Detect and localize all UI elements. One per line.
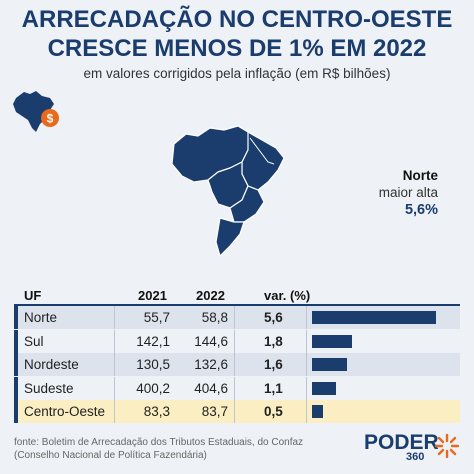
table-row: Centro-Oeste 83,3 83,7 0,5	[14, 400, 460, 423]
cell-uf: Nordeste	[24, 357, 79, 372]
cell-var: 1,1	[264, 380, 283, 396]
cell-var: 1,6	[264, 357, 283, 372]
title-line-2: CRESCE MENOS DE 1% EM 2022	[47, 35, 427, 62]
column-divider	[234, 376, 235, 400]
header-uf: UF	[24, 288, 42, 303]
header-var: var. (%)	[264, 288, 311, 303]
cell-2021: 400,2	[136, 380, 170, 396]
footnote-line-2: (Conselho Nacional de Política Fazendári…	[14, 450, 207, 461]
brazil-regions-map	[171, 125, 285, 257]
cell-uf: Centro-Oeste	[24, 404, 106, 419]
cell-2022: 404,6	[194, 380, 228, 396]
poder360-logo: PODER 360	[364, 431, 460, 467]
var-bar	[312, 334, 352, 348]
column-divider	[306, 376, 307, 400]
header-2021: 2021	[138, 288, 167, 303]
cell-2022: 144,6	[194, 333, 228, 349]
callout-value: 5,6%	[404, 202, 438, 218]
column-divider	[234, 329, 235, 353]
column-divider	[114, 329, 115, 353]
region-sul	[215, 217, 245, 257]
var-bar	[312, 311, 436, 324]
sunburst-icon	[434, 433, 460, 459]
footnote-line-1: fonte: Boletim de Arrecadação dos Tribut…	[14, 437, 304, 448]
cell-uf: Sul	[24, 333, 44, 349]
column-divider	[234, 400, 235, 423]
column-divider	[234, 306, 235, 329]
cell-2022: 83,7	[201, 404, 228, 419]
region-nordeste	[241, 131, 285, 191]
cell-var: 1,8	[264, 333, 283, 349]
cell-2022: 132,6	[194, 357, 228, 372]
column-divider	[234, 353, 235, 376]
var-bar	[312, 405, 324, 418]
svg-text:$: $	[47, 112, 54, 126]
table-header: UF 2021 2022 var. (%)	[14, 288, 460, 304]
logo-word-poder: PODER	[364, 431, 439, 454]
dollar-coin-icon: $	[41, 109, 59, 127]
brazil-map-icon: $	[13, 91, 59, 132]
row-marker	[14, 376, 18, 400]
column-divider	[114, 353, 115, 376]
var-bar	[312, 358, 348, 371]
row-marker	[14, 306, 18, 329]
footnote: fonte: Boletim de Arrecadação dos Tribut…	[14, 436, 354, 462]
row-marker	[14, 329, 18, 353]
column-divider	[114, 400, 115, 423]
row-marker	[14, 400, 18, 423]
subtitle: em valores corrigidos pela inflação (em …	[83, 66, 391, 81]
table-row: Norte 55,7 58,8 5,6	[14, 306, 460, 329]
row-marker	[14, 353, 18, 376]
column-divider	[306, 329, 307, 353]
cell-var: 0,5	[264, 404, 283, 419]
cell-uf: Sudeste	[24, 380, 74, 396]
table-row: Sudeste 400,2 404,6 1,1	[14, 376, 460, 400]
column-divider	[306, 353, 307, 376]
callout-region: Norte	[402, 168, 438, 183]
callout-line	[249, 137, 275, 165]
callout: Norte maior alta 5,6%	[379, 168, 438, 218]
cell-2022: 58,8	[201, 310, 228, 325]
cell-2021: 55,7	[143, 310, 170, 325]
cell-2021: 130,5	[136, 357, 170, 372]
cell-var: 5,6	[264, 310, 283, 325]
column-divider	[306, 306, 307, 329]
cell-2021: 142,1	[136, 333, 170, 349]
callout-label: maior alta	[378, 185, 438, 200]
column-divider	[114, 376, 115, 400]
column-divider	[114, 306, 115, 329]
title-line-1: ARRECADAÇÃO NO CENTRO-OESTE	[21, 6, 453, 33]
header-rule	[14, 304, 460, 306]
logo-word-360: 360	[406, 451, 425, 463]
table-row: Nordeste 130,5 132,6 1,6	[14, 353, 460, 376]
var-bar	[312, 381, 337, 395]
column-divider	[306, 400, 307, 423]
table-row: Sul 142,1 144,6 1,8	[14, 329, 460, 353]
header-2022: 2022	[196, 288, 225, 303]
cell-uf: Norte	[24, 310, 58, 325]
cell-2021: 83,3	[143, 404, 170, 419]
